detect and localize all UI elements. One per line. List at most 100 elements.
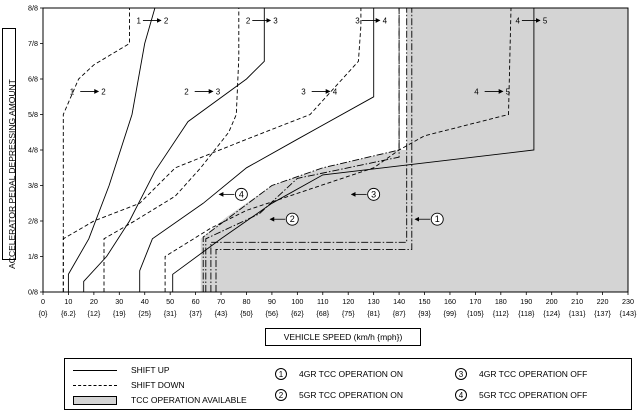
x-tick-label: 0 (41, 297, 45, 306)
x-axis-label-box: VEHICLE SPEED (km/h {mph}) (265, 328, 421, 346)
circled-marker-icon (234, 187, 248, 201)
y-tick-label: 4/8 (28, 146, 38, 155)
shift-annotation-from: 4 (474, 87, 479, 96)
x-tick-label: 80 (242, 297, 250, 306)
x-tick-label-mph: {112} (493, 309, 510, 318)
x-tick-label-mph: {50} (240, 309, 253, 318)
x-tick-label: 230 (622, 297, 634, 306)
shift-annotation-from: 4 (515, 16, 520, 25)
tcc-line-3 (210, 8, 408, 292)
circled-marker-number: 3 (371, 189, 376, 199)
x-tick-label: 110 (317, 297, 328, 306)
x-tick-label-mph: {81} (367, 309, 380, 318)
x-tick-label: 140 (393, 297, 405, 306)
x-tick-label: 10 (64, 297, 72, 306)
shift-line-2-3-up (83, 8, 265, 292)
shift-line-4-5-down (164, 7, 512, 292)
x-axis-label: VEHICLE SPEED (km/h {mph}) (283, 332, 403, 342)
x-tick-label-mph: {124} (543, 309, 560, 318)
legend-label: 5GR TCC OPERATION OFF (479, 390, 588, 400)
x-tick-label-mph: {143} (620, 309, 637, 318)
y-tick-label: 3/8 (28, 181, 38, 190)
y-tick-label: 5/8 (28, 110, 38, 119)
tcc-available-region (200, 8, 628, 292)
tcc-line-1 (215, 8, 413, 292)
x-tick-label-mph: {25} (138, 309, 151, 318)
legend-label: TCC OPERATION AVAILABLE (131, 395, 247, 405)
legend-item-tcc-available: TCC OPERATION AVAILABLE (73, 393, 247, 407)
legend-item-shift-down: SHIFT DOWN (73, 378, 185, 392)
shift-annotation-from: 1 (136, 16, 141, 25)
legend-item-4gr-off: 3 4GR TCC OPERATION OFF (455, 367, 587, 381)
circled-number-icon: 3 (455, 368, 467, 380)
shift-line-3-4-up (139, 8, 375, 292)
tcc-line-4 (202, 8, 400, 292)
shaded-area-icon (73, 395, 117, 405)
shift-annotation-from: 3 (301, 87, 306, 96)
legend-label: 4GR TCC OPERATION OFF (479, 369, 588, 379)
shift-line-1-2-up (67, 7, 156, 292)
x-tick-label: 210 (571, 297, 583, 306)
shift-line-4-5-up (172, 8, 535, 292)
circled-marker-icon (367, 187, 381, 201)
x-tick-label-mph: {0} (39, 309, 48, 318)
shift-annotation-to: 2 (164, 16, 169, 25)
x-tick-label: 200 (546, 297, 558, 306)
x-tick-label-mph: {93} (418, 309, 431, 318)
x-tick-label: 160 (444, 297, 456, 306)
shift-annotation-from: 2 (184, 87, 189, 96)
x-tick-label: 70 (217, 297, 225, 306)
x-tick-label-mph: {118} (518, 309, 535, 318)
x-tick-label-mph: {131} (569, 309, 586, 318)
x-tick-label-mph: {68} (316, 309, 329, 318)
y-tick-label: 2/8 (28, 217, 38, 226)
x-tick-label-mph: {56} (266, 309, 279, 318)
legend-label: 5GR TCC OPERATION ON (299, 390, 404, 400)
x-tick-label: 220 (597, 297, 609, 306)
x-tick-label-mph: {137} (594, 309, 611, 318)
dashed-line-icon (73, 384, 117, 386)
circled-marker-number: 4 (239, 189, 244, 199)
y-axis-label-box: ACCELERATOR PEDAL DEPRESSING AMOUNT (2, 28, 17, 269)
legend-item-5gr-on: 2 5GR TCC OPERATION ON (275, 388, 403, 402)
x-tick-label-mph: {12} (87, 309, 100, 318)
shift-annotation-to: 5 (506, 87, 511, 96)
x-tick-label-mph: {87} (393, 309, 406, 318)
x-tick-label-mph: {37} (189, 309, 202, 318)
shift-annotation-to: 3 (216, 87, 221, 96)
legend-item-shift-up: SHIFT UP (73, 363, 170, 377)
x-tick-label-mph: {43} (215, 309, 228, 318)
x-tick-label-mph: {31} (164, 309, 177, 318)
y-tick-label: 8/8 (28, 4, 38, 13)
x-tick-label: 130 (368, 297, 380, 306)
x-tick-label-mph: {99} (444, 309, 457, 318)
x-tick-label: 150 (419, 297, 431, 306)
x-tick-label-mph: {19} (113, 309, 126, 318)
shift-line-3-4-down (62, 8, 362, 292)
circled-marker-icon (430, 212, 444, 226)
circled-number-icon: 4 (455, 389, 467, 401)
shift-annotation-to: 2 (101, 87, 106, 96)
x-tick-label: 180 (495, 297, 507, 306)
shift-line-1-2-down (62, 8, 130, 292)
x-tick-label: 40 (141, 297, 149, 306)
x-tick-label-mph: {6.2} (61, 309, 76, 318)
x-tick-label: 60 (192, 297, 200, 306)
shift-annotation-to: 5 (543, 16, 548, 25)
x-tick-label: 100 (291, 297, 303, 306)
shift-annotation-to: 3 (273, 16, 278, 25)
y-tick-label: 0/8 (28, 288, 38, 297)
y-tick-label: 1/8 (28, 252, 38, 261)
legend-label: SHIFT UP (131, 365, 170, 375)
legend-item-4gr-on: 1 4GR TCC OPERATION ON (275, 367, 403, 381)
x-tick-label-mph: {75} (342, 309, 355, 318)
y-tick-label: 7/8 (28, 39, 38, 48)
circled-marker-number: 2 (290, 214, 295, 224)
shift-annotation-to: 4 (333, 87, 338, 96)
legend: SHIFT UP SHIFT DOWN TCC OPERATION AVAILA… (64, 358, 632, 410)
circled-number-icon: 2 (275, 389, 287, 401)
shift-annotation-to: 4 (383, 16, 388, 25)
x-tick-label: 30 (115, 297, 123, 306)
solid-line-icon (73, 369, 117, 371)
